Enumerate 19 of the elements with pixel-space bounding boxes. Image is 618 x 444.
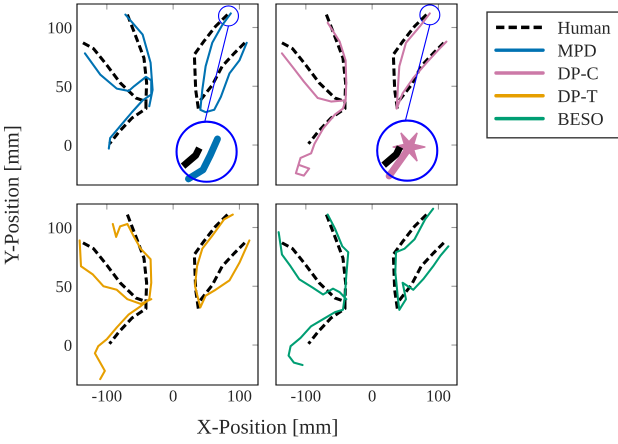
y-tick-label: 100 bbox=[48, 222, 72, 234]
y-axis-title: Y-Position [mm] bbox=[4, 126, 22, 264]
y-tick-label: 100 bbox=[48, 22, 72, 34]
y-tick-label: 0 bbox=[64, 340, 72, 351]
legend-label: DP-C bbox=[558, 67, 598, 80]
x-tick-label: 100 bbox=[228, 390, 252, 402]
legend-label: Human bbox=[558, 22, 610, 34]
y-tick-label: 50 bbox=[56, 80, 72, 92]
x-tick-label: -100 bbox=[92, 390, 122, 402]
x-axis-title: X-Position [mm] bbox=[197, 419, 337, 436]
x-tick-label: 0 bbox=[368, 390, 376, 402]
x-tick-label: 0 bbox=[170, 390, 177, 402]
x-tick-label: -100 bbox=[291, 390, 320, 402]
legend-label: BESO bbox=[558, 112, 603, 126]
y-tick-label: 50 bbox=[56, 280, 72, 292]
y-tick-label: 0 bbox=[64, 140, 72, 151]
legend-label: DP-T bbox=[558, 90, 598, 102]
legend-label: MPD bbox=[558, 44, 596, 57]
x-tick-label: 100 bbox=[427, 390, 450, 402]
